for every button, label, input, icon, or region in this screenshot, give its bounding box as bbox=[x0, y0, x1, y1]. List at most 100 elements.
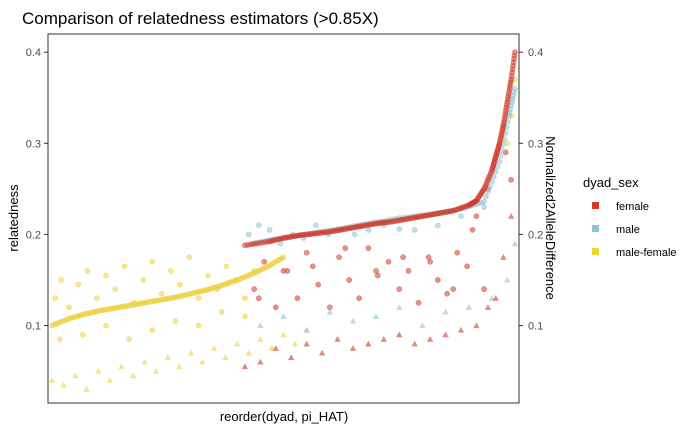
point-male-female-n2ad bbox=[210, 345, 218, 351]
point-female-n2ad bbox=[473, 322, 480, 329]
point-male-female-n2ad bbox=[60, 381, 67, 388]
point-male-female-n2ad bbox=[199, 358, 206, 365]
legend-item-male: male bbox=[592, 224, 640, 236]
point-female-n2ad bbox=[272, 345, 279, 351]
point-male-female-n2ad bbox=[95, 367, 102, 374]
point-male-female-relatedness bbox=[84, 268, 91, 274]
point-male-female-relatedness bbox=[112, 286, 119, 292]
y-axis-right: 0.1 0.2 0.3 0.4 bbox=[528, 47, 543, 332]
point-female-n2ad bbox=[426, 336, 434, 342]
y-tick-label: 0.4 bbox=[26, 47, 41, 59]
y2-tick-label: 0.1 bbox=[528, 321, 543, 333]
point-male-relatedness bbox=[245, 231, 252, 238]
point-male-n2ad bbox=[280, 313, 287, 320]
point-male-female-relatedness bbox=[80, 331, 86, 338]
point-female-relatedness bbox=[326, 304, 333, 311]
point-female-relatedness bbox=[303, 249, 310, 256]
y2-tick-label: 0.4 bbox=[528, 47, 543, 59]
point-male-female-relatedness bbox=[140, 277, 146, 283]
point-male-female-relatedness bbox=[223, 263, 230, 270]
point-female-relatedness bbox=[251, 286, 258, 292]
point-male-relatedness bbox=[411, 227, 418, 233]
legend-key-female bbox=[592, 202, 599, 209]
point-female-relatedness bbox=[365, 245, 372, 251]
point-male-n2ad bbox=[396, 304, 403, 310]
point-female-n2ad bbox=[365, 340, 372, 347]
point-female-relatedness bbox=[405, 268, 412, 274]
point-male-n2ad bbox=[303, 326, 310, 333]
point-male-female-n2ad bbox=[164, 354, 171, 361]
panel-border bbox=[47, 33, 520, 404]
point-female-n2ad bbox=[349, 345, 357, 351]
legend-key-male-female bbox=[592, 248, 599, 255]
point-female-relatedness bbox=[342, 245, 349, 251]
point-female-relatedness bbox=[294, 295, 301, 302]
point-female-relatedness bbox=[336, 254, 342, 261]
point-male-female-relatedness bbox=[121, 263, 128, 270]
point-male-female-relatedness bbox=[56, 336, 63, 343]
x-axis-title: reorder(dyad, pi_HAT) bbox=[220, 409, 348, 424]
point-female-n2ad bbox=[380, 336, 388, 342]
point-male-relatedness bbox=[313, 222, 319, 229]
point-male-female-n2ad bbox=[245, 349, 252, 356]
point-male-female-n2ad bbox=[152, 367, 160, 374]
point-female-relatedness bbox=[373, 268, 379, 274]
point-male-pihat bbox=[512, 85, 518, 92]
legend-label-male: male bbox=[616, 224, 640, 236]
point-male-female-n2ad bbox=[118, 363, 125, 370]
point-male-female-relatedness bbox=[103, 272, 109, 279]
point-male-relatedness bbox=[481, 204, 487, 210]
point-female-relatedness bbox=[508, 176, 514, 183]
point-male-female-pihat bbox=[280, 254, 287, 261]
point-male-n2ad bbox=[326, 308, 333, 315]
y-axis-title: relatedness bbox=[6, 184, 21, 252]
point-female-relatedness bbox=[427, 258, 433, 265]
point-female-relatedness bbox=[255, 295, 262, 302]
y-axis-left: 0.1 0.2 0.3 0.4 bbox=[26, 47, 41, 332]
y-tick-label: 0.1 bbox=[26, 321, 41, 333]
point-male-female-n2ad bbox=[280, 331, 287, 338]
point-female-relatedness bbox=[315, 281, 322, 288]
chart-title: Comparison of relatedness estimators (>0… bbox=[22, 9, 379, 28]
point-female-n2ad bbox=[303, 340, 310, 347]
y-tick-label: 0.2 bbox=[26, 229, 41, 241]
point-female-n2ad bbox=[318, 349, 326, 356]
point-female-n2ad bbox=[411, 340, 418, 347]
point-male-n2ad bbox=[504, 276, 511, 283]
point-male-n2ad bbox=[419, 322, 426, 329]
point-male-female-relatedness bbox=[242, 295, 248, 302]
point-male-female-relatedness bbox=[186, 254, 193, 261]
point-male-pihat bbox=[481, 198, 487, 205]
point-male-female-relatedness bbox=[103, 322, 109, 329]
point-male-n2ad bbox=[257, 322, 264, 329]
point-female-n2ad bbox=[442, 331, 449, 338]
y2-tick-label: 0.3 bbox=[528, 138, 543, 150]
point-female-relatedness bbox=[444, 290, 450, 297]
point-female-relatedness bbox=[309, 263, 316, 270]
point-male-relatedness bbox=[266, 227, 273, 233]
point-male-female-relatedness bbox=[75, 281, 82, 288]
point-male-female-relatedness bbox=[158, 290, 165, 297]
point-male-female-n2ad bbox=[176, 363, 183, 370]
point-male-female-relatedness bbox=[149, 327, 156, 333]
point-female-relatedness bbox=[385, 258, 392, 265]
point-female-relatedness bbox=[481, 286, 487, 292]
point-female-n2ad bbox=[241, 363, 249, 370]
point-female-relatedness bbox=[464, 263, 471, 270]
y2-axis-title: Normalized2AlleleDifference bbox=[543, 136, 558, 300]
y2-tick-label: 0.2 bbox=[528, 229, 543, 241]
point-female-n2ad bbox=[257, 358, 264, 365]
point-male-female-n2ad bbox=[71, 372, 79, 379]
point-female-n2ad bbox=[396, 331, 403, 338]
point-female-relatedness bbox=[434, 277, 441, 283]
point-male-female-relatedness bbox=[177, 281, 183, 288]
point-male-n2ad bbox=[442, 308, 449, 315]
point-male-female-relatedness bbox=[149, 258, 156, 265]
point-male-female-n2ad bbox=[129, 372, 137, 379]
point-male-female-n2ad bbox=[48, 377, 56, 383]
plot-panel bbox=[44, 33, 523, 404]
legend-item-male-female: male-female bbox=[592, 247, 677, 259]
point-male-female-relatedness bbox=[58, 277, 65, 283]
